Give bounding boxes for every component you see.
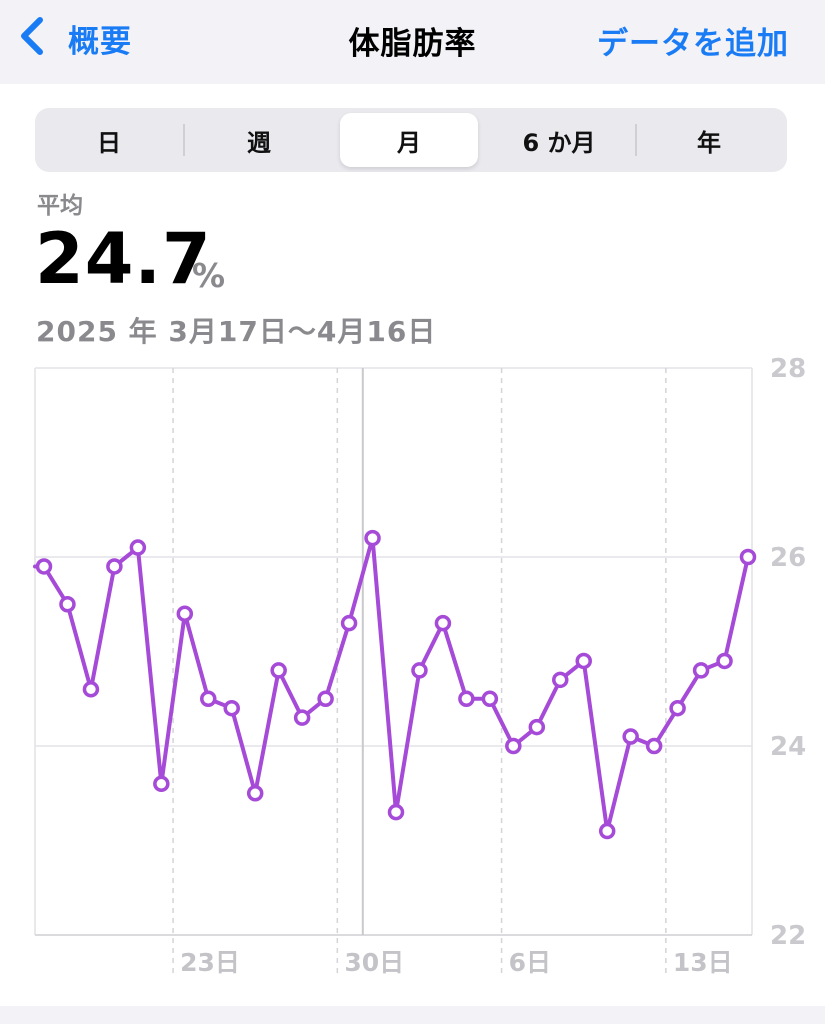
data-point xyxy=(528,718,546,736)
segment-divider xyxy=(183,124,185,156)
page-title: 体脂肪率 xyxy=(348,26,477,62)
data-point xyxy=(505,737,522,755)
series-line xyxy=(33,536,750,834)
data-point xyxy=(317,690,334,707)
data-point xyxy=(552,671,569,689)
x-tick-label: 30日 xyxy=(344,948,404,977)
date-range: 2025 年 3月17日〜4月16日 xyxy=(36,315,437,348)
add-data-button[interactable]: データを追加 xyxy=(597,26,789,62)
data-point xyxy=(481,690,499,707)
data-point xyxy=(622,728,639,745)
data-point xyxy=(106,558,123,575)
segment-divider xyxy=(635,124,637,156)
bottom-bar xyxy=(0,1006,825,1024)
data-point xyxy=(176,605,194,622)
body-fat-line-chart[interactable]: 22 24 26 28 23日 30日 6日 13日 xyxy=(0,350,825,990)
data-point xyxy=(270,662,287,679)
data-point xyxy=(364,529,381,547)
data-point xyxy=(153,775,170,793)
time-range-segmented-control: 日 週 月 6 か月 年 xyxy=(35,108,787,172)
data-point xyxy=(340,614,358,632)
data-point xyxy=(200,690,217,707)
data-point xyxy=(59,596,76,613)
data-point xyxy=(387,803,405,821)
data-point xyxy=(739,548,757,566)
x-tick-label: 23日 xyxy=(180,948,240,977)
x-tick-label: 6日 xyxy=(509,948,551,977)
data-point xyxy=(669,699,686,717)
y-tick-label: 28 xyxy=(770,354,806,384)
data-point xyxy=(692,662,710,679)
segment-week[interactable]: 週 xyxy=(247,128,271,157)
navigation-bar: 概要 体脂肪率 データを追加 xyxy=(0,0,825,84)
y-tick-label: 24 xyxy=(770,732,806,762)
data-point xyxy=(293,709,311,726)
y-tick-label: 22 xyxy=(770,921,806,951)
data-point xyxy=(716,652,733,670)
average-label: 平均 xyxy=(37,193,83,219)
data-point xyxy=(223,699,240,717)
data-point xyxy=(129,539,147,556)
data-point xyxy=(411,662,428,679)
segment-year[interactable]: 年 xyxy=(697,128,721,157)
back-label: 概要 xyxy=(68,23,132,60)
x-tick-label: 13日 xyxy=(673,948,733,977)
data-point xyxy=(434,614,452,632)
chevron-left-icon xyxy=(16,14,46,62)
data-point xyxy=(82,681,100,698)
data-point xyxy=(458,690,475,707)
back-button[interactable]: 概要 xyxy=(16,14,132,62)
y-tick-label: 26 xyxy=(770,543,806,573)
segment-month[interactable]: 月 xyxy=(340,113,478,167)
data-point xyxy=(645,737,663,755)
segment-day[interactable]: 日 xyxy=(97,128,121,157)
segment-6-months[interactable]: 6 か月 xyxy=(522,128,596,157)
average-value: 24.7 xyxy=(35,218,212,300)
data-point xyxy=(246,785,264,802)
data-point xyxy=(575,652,592,670)
average-unit: % xyxy=(192,256,226,295)
data-point xyxy=(598,822,616,840)
data-point xyxy=(35,558,53,575)
